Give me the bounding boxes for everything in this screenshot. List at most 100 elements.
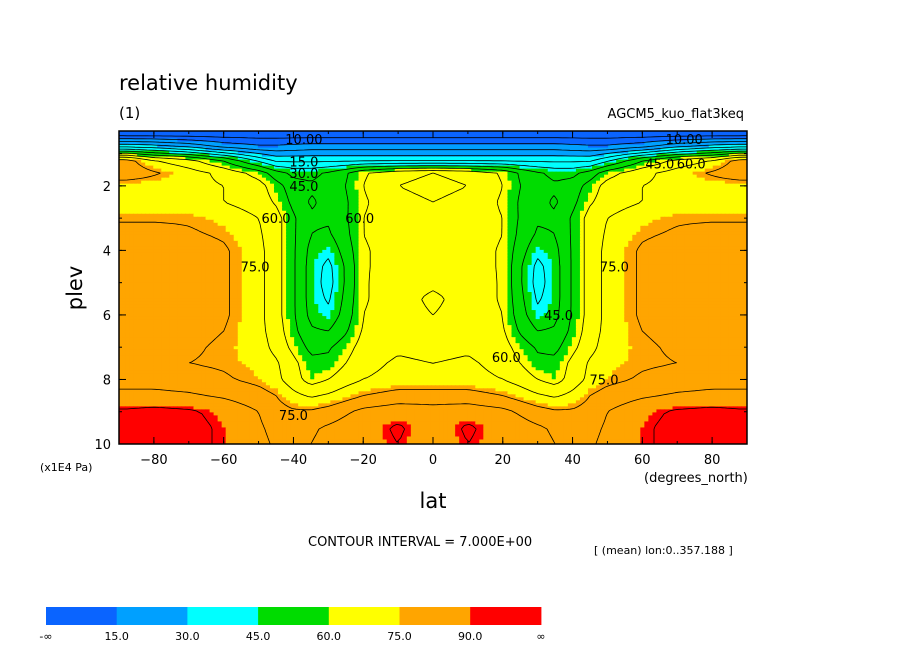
field-cell [129, 138, 134, 143]
field-cell [302, 222, 307, 227]
field-cell [728, 198, 734, 203]
field-cell [366, 198, 372, 203]
field-cell [600, 198, 605, 203]
field-cell [330, 156, 335, 161]
field-cell [314, 216, 319, 221]
field-cell [740, 198, 746, 203]
field-cell [137, 189, 142, 194]
field-cell [290, 198, 295, 203]
field-cell [559, 174, 565, 179]
field-cell [249, 131, 255, 134]
field-cell [704, 219, 710, 224]
field-cell [644, 216, 649, 221]
field-cell [736, 216, 742, 221]
field-cell [455, 159, 460, 164]
field-cell [567, 141, 573, 146]
field-cell [451, 198, 456, 203]
field-cell [604, 189, 609, 194]
field-cell [426, 216, 432, 221]
field-cell [459, 180, 464, 185]
field-cell [652, 180, 658, 185]
field-cell [229, 147, 235, 152]
field-cell [708, 210, 714, 215]
field-cell [495, 177, 501, 182]
field-cell [575, 150, 581, 155]
field-cell [193, 216, 199, 221]
field-cell [447, 219, 452, 224]
field-cell [435, 210, 440, 215]
field-cell [575, 138, 581, 143]
field-cell [744, 198, 747, 203]
field-cell [141, 132, 146, 137]
field-cell [257, 162, 263, 167]
field-cell [298, 171, 303, 176]
field-cell [676, 186, 682, 191]
field-cell [141, 213, 146, 218]
field-cell [563, 141, 569, 146]
field-cell [592, 201, 597, 206]
field-cell [692, 177, 698, 182]
field-cell [233, 198, 239, 203]
field-cell [680, 171, 686, 176]
field-cell [656, 186, 662, 191]
field-cell [592, 195, 597, 200]
field-cell [153, 213, 158, 218]
field-cell [451, 213, 456, 218]
field-cell [600, 174, 605, 179]
field-cell [129, 216, 134, 221]
field-cell [644, 189, 649, 194]
field-cell [720, 168, 726, 173]
field-cell [217, 171, 223, 176]
field-cell [422, 165, 428, 170]
field-cell [740, 138, 746, 143]
field-cell [696, 201, 702, 206]
field-cell [616, 174, 621, 179]
field-cell [736, 168, 742, 173]
field-cell [402, 216, 408, 221]
field-cell [189, 165, 195, 170]
field-cell [652, 177, 658, 182]
field-cell [680, 198, 686, 203]
field-cell [487, 159, 492, 164]
field-cell [447, 171, 452, 176]
field-cell [543, 210, 549, 215]
field-cell [241, 189, 247, 194]
field-cell [225, 189, 231, 194]
field-cell [213, 198, 219, 203]
field-cell [265, 192, 271, 197]
field-cell [736, 195, 742, 200]
field-cell [652, 210, 658, 215]
field-cell [704, 177, 710, 182]
field-cell [523, 207, 529, 212]
field-cell [350, 150, 356, 155]
field-cell [318, 195, 323, 200]
field-cell [402, 138, 408, 143]
field-cell [592, 213, 597, 218]
field-cell [370, 201, 376, 206]
field-cell [624, 156, 629, 161]
field-cell [684, 195, 690, 200]
field-cell [133, 162, 138, 167]
field-cell [193, 132, 199, 137]
field-cell [600, 186, 605, 191]
field-cell [696, 204, 702, 209]
field-cell [640, 198, 645, 203]
field-cell [298, 189, 303, 194]
field-cell [414, 222, 420, 227]
field-cell [141, 135, 146, 140]
field-cell [245, 132, 251, 137]
field-cell [600, 222, 605, 227]
field-cell [503, 216, 509, 221]
field-cell [660, 210, 666, 215]
field-cell [398, 132, 404, 137]
field-cell [640, 165, 645, 170]
field-cell [435, 171, 440, 176]
field-cell [201, 180, 207, 185]
field-cell [261, 213, 267, 218]
field-cell [237, 204, 243, 209]
field-cell [579, 195, 585, 200]
field-cell [636, 168, 641, 173]
field-cell [189, 207, 195, 212]
field-cell [366, 174, 372, 179]
field-cell [129, 189, 134, 194]
